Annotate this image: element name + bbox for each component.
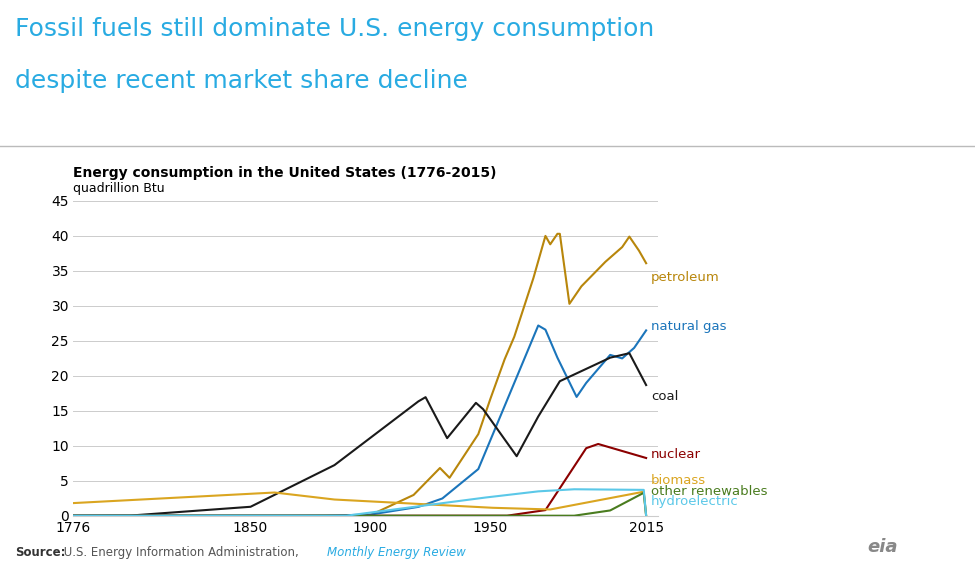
Text: coal: coal xyxy=(651,390,679,403)
Text: hydroelectric: hydroelectric xyxy=(651,495,739,508)
Text: Source:: Source: xyxy=(15,545,65,559)
Text: despite recent market share decline: despite recent market share decline xyxy=(15,69,467,93)
Text: nuclear: nuclear xyxy=(651,448,701,461)
Text: U.S. Energy Information Administration,: U.S. Energy Information Administration, xyxy=(60,545,303,559)
Text: biomass: biomass xyxy=(651,474,706,487)
Text: eia: eia xyxy=(868,538,898,556)
Text: petroleum: petroleum xyxy=(651,271,720,284)
Text: Energy consumption in the United States (1776-2015): Energy consumption in the United States … xyxy=(73,167,496,180)
Text: quadrillion Btu: quadrillion Btu xyxy=(73,182,165,195)
Text: Monthly Energy Review: Monthly Energy Review xyxy=(327,545,465,559)
Text: other renewables: other renewables xyxy=(651,485,767,498)
Text: natural gas: natural gas xyxy=(651,320,726,333)
Text: Fossil fuels still dominate U.S. energy consumption: Fossil fuels still dominate U.S. energy … xyxy=(15,17,654,41)
